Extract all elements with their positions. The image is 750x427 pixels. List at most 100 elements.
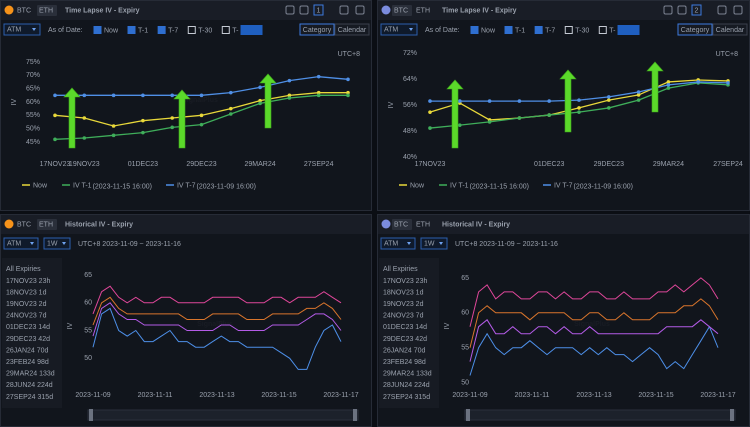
dropdown[interactable] [380,237,416,250]
checkbox[interactable] [534,26,543,34]
legend-item[interactable]: 26JAN24 70d [383,347,426,354]
legend-item[interactable]: 17NOV23 23h [6,278,50,285]
y-tick-label: 50% [26,126,40,133]
dropdown[interactable] [43,237,71,250]
coin-tab[interactable]: ETH [416,7,430,14]
legend-item[interactable]: 01DEC23 14d [6,324,50,331]
slider-handle[interactable] [730,409,734,421]
point [170,116,174,120]
custom-days-input[interactable] [240,25,263,35]
checkbox[interactable] [504,26,513,34]
slider-handle[interactable] [353,409,357,421]
legend-item[interactable]: 27SEP24 315d [383,394,430,401]
legend-item[interactable]: 24NOV23 7d [383,313,424,320]
dropdown[interactable] [380,23,418,36]
legend-item[interactable]: 24NOV23 7d [6,313,47,320]
checkbox[interactable] [157,26,166,34]
point [53,137,57,142]
legend-label[interactable]: IV T-1 [450,182,469,189]
legend-item[interactable]: 26JAN24 70d [6,347,49,354]
point [577,106,581,110]
legend-title: All Expiries [6,266,41,273]
annotation-arrow [259,73,277,129]
badge-box [691,4,702,16]
header-icon[interactable] [339,5,349,15]
dropdown[interactable] [3,23,41,36]
header-icon[interactable] [677,5,687,15]
legend-item[interactable]: 29MAR24 133d [6,371,55,378]
range-slider[interactable] [87,409,359,421]
header-icon[interactable] [355,5,365,15]
y-tick-label: 50 [84,355,92,362]
legend-item[interactable]: 19NOV23 2d [6,301,47,308]
coin-tab[interactable]: BTC [394,221,408,228]
dropdown-caret [32,28,36,31]
coin-tab[interactable]: ETH [416,221,430,228]
coin-tab[interactable]: BTC [394,7,408,14]
legend-item[interactable]: 17NOV23 23h [383,278,427,285]
legend-label[interactable]: IV T-1 [73,182,92,189]
coin-tab[interactable]: ETH [39,7,53,14]
slider-handle[interactable] [89,409,93,421]
point [636,90,641,94]
legend-label[interactable]: IV T-7 [554,182,573,189]
checkbox[interactable] [598,26,607,34]
header-icon[interactable] [285,5,295,15]
point [517,116,522,120]
point [696,80,700,84]
header-icon[interactable] [299,5,309,15]
legend-item[interactable]: 01DEC23 14d [383,324,427,331]
header-icon[interactable] [717,5,727,15]
checkbox[interactable] [93,26,102,34]
legend-item[interactable]: 28JUN24 224d [6,382,53,389]
x-tick-label: 2023-11-13 [576,392,611,399]
legend-label[interactable]: IV T-7 [177,182,196,189]
dropdown[interactable] [3,237,39,250]
slider-handle[interactable] [466,409,470,421]
x-tick-label: 2023-11-17 [323,392,358,399]
custom-days-input[interactable] [617,25,640,35]
point [111,133,116,138]
dropdown-value: 1W [47,241,58,248]
legend-item[interactable]: 28JUN24 224d [383,382,430,389]
view-button[interactable] [712,23,748,36]
view-button[interactable] [677,23,713,36]
checkbox[interactable] [470,26,479,34]
header-icon[interactable] [663,5,673,15]
y-tick-label: 65% [26,86,40,93]
legend-item[interactable]: 27SEP24 315d [6,394,53,401]
dropdown-value: ATM [384,27,398,34]
coin-tab[interactable]: BTC [17,7,31,14]
checkbox[interactable] [564,26,573,34]
legend-item[interactable]: 18NOV23 1d [6,289,47,296]
view-button[interactable] [334,23,370,36]
point [346,90,350,95]
legend-label[interactable]: Now [33,182,48,189]
range-slider[interactable] [464,409,736,421]
legend-item[interactable]: 29MAR24 133d [383,371,432,378]
panel-header [1,1,371,20]
chart-panel: BTC ETH Time Lapse IV - Expiry 1 ATM As of Da… [0,0,372,211]
point [666,86,671,90]
checkbox[interactable] [187,26,196,34]
y-tick-label: 40% [403,154,417,161]
point [346,93,350,98]
legend-item[interactable]: 23FEB24 98d [383,359,426,366]
legend-label[interactable]: Now [410,182,425,189]
point [666,80,671,84]
legend-item[interactable]: 29DEC23 42d [383,336,427,343]
legend-item[interactable]: 23FEB24 98d [6,359,49,366]
legend-item[interactable]: 19NOV23 2d [383,301,424,308]
checkbox[interactable] [221,26,230,34]
checkbox-label: Now [481,27,496,34]
header-icon[interactable] [733,5,743,15]
legend-item[interactable]: 18NOV23 1d [383,289,424,296]
legend-item[interactable]: 29DEC23 42d [6,336,50,343]
coin-tab[interactable]: BTC [17,221,31,228]
view-button[interactable] [299,23,335,36]
y-tick-label: 64% [403,76,417,83]
tab-bg [392,5,412,16]
coin-tab[interactable]: ETH [39,221,53,228]
dropdown[interactable] [420,237,448,250]
checkbox[interactable] [127,26,136,34]
